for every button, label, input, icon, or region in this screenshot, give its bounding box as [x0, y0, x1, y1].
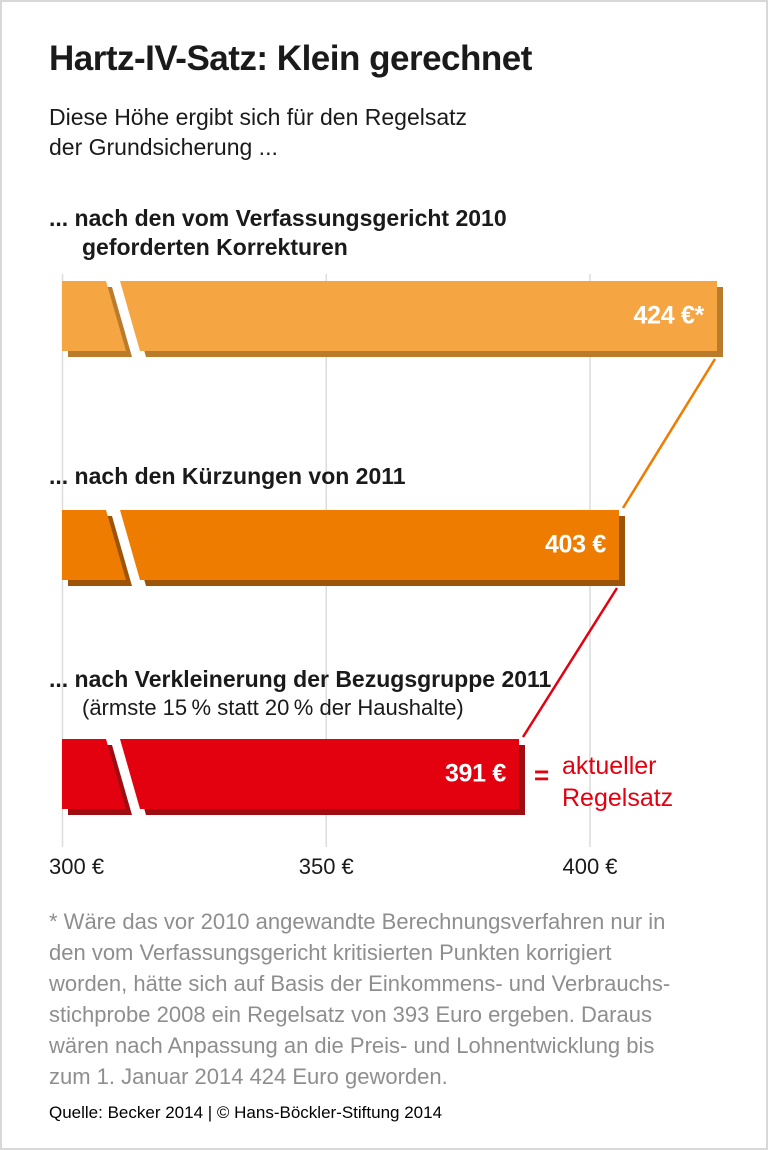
bar-label-line: ... nach den vom Verfassungsgericht 2010 — [49, 205, 507, 231]
bar — [120, 739, 519, 809]
bar-stub — [62, 739, 126, 809]
bar-label: ... nach den Kürzungen von 2011 — [49, 462, 406, 491]
bar-label: ... nach den vom Verfassungsgericht 2010… — [49, 204, 507, 262]
footnote-line: worden, hätte sich auf Basis der Einkomm… — [49, 971, 671, 996]
equals-sign: = — [534, 760, 550, 790]
bar-stub — [62, 281, 126, 351]
bar-label-line: geforderten Korrekturen — [82, 234, 348, 260]
bar-value-label: 403 € — [544, 530, 606, 559]
bar-value-label: 391 € — [444, 759, 506, 788]
source-line: Quelle: Becker 2014 | © Hans-Böckler-Sti… — [49, 1103, 443, 1122]
bar-label-line: ... nach den Kürzungen von 2011 — [49, 463, 406, 489]
bar — [120, 510, 619, 580]
page-title: Hartz-IV-Satz: Klein gerechnet — [49, 39, 532, 78]
footnote-line: den vom Verfassungsgericht kritisierten … — [49, 940, 612, 965]
axis-tick-label: 300 € — [49, 854, 105, 879]
bar — [120, 281, 717, 351]
footnote: * Wäre das vor 2010 angewandte Berechnun… — [49, 906, 670, 1092]
footnote-line: zum 1. Januar 2014 424 Euro geworden. — [49, 1064, 448, 1089]
axis-tick-label: 400 € — [562, 854, 618, 879]
annotation-label: aktueller Regelsatz — [562, 752, 674, 812]
footnote-line: wären nach Anpassung an die Preis- und L… — [49, 1033, 655, 1058]
page-subtitle: Diese Höhe ergibt sich für den Regelsatz… — [49, 104, 468, 160]
footnote-line: * Wäre das vor 2010 angewandte Berechnun… — [49, 909, 666, 934]
bar-label-line: ... nach Verkleinerung der Bezugsgruppe … — [49, 666, 552, 692]
connector-line — [621, 358, 717, 509]
bar-label: ... nach Verkleinerung der Bezugsgruppe … — [49, 665, 551, 722]
connector-line — [521, 587, 619, 738]
footnote-line: stichprobe 2008 ein Regelsatz von 393 Eu… — [49, 1002, 652, 1027]
bar-value-label: 424 €* — [633, 301, 705, 330]
bar-sublabel: (ärmste 15 % statt 20 % der Haushalte) — [82, 695, 464, 720]
axis-tick-label: 350 € — [298, 854, 354, 879]
bar-stub — [62, 510, 126, 580]
